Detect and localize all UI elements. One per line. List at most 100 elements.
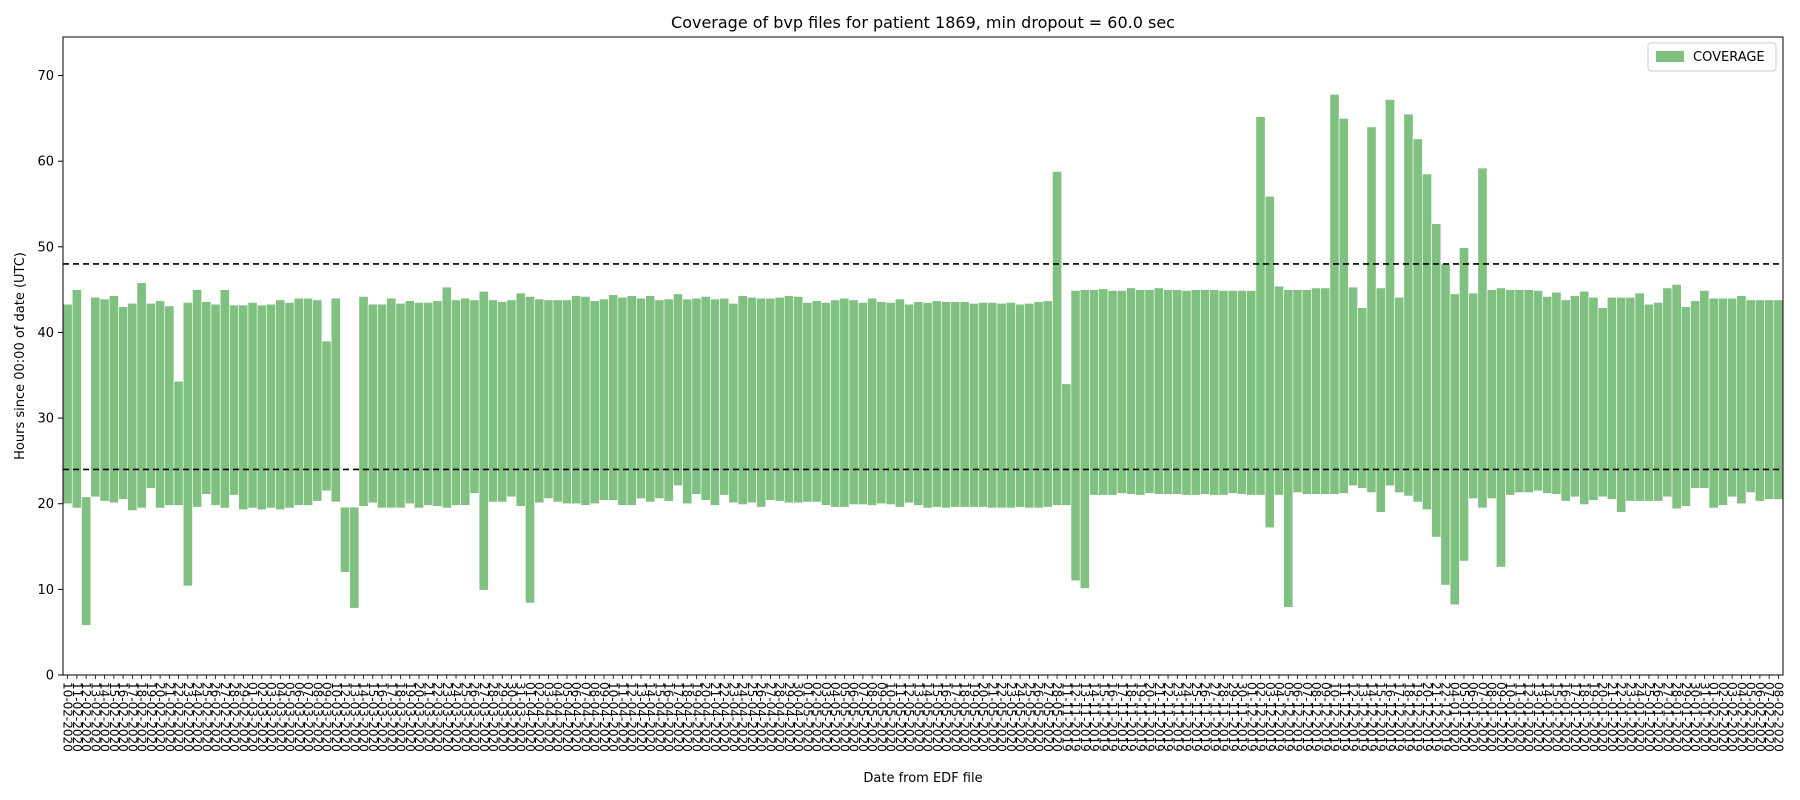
x-axis: 10-02-202011-02-202012-02-202013-02-2020… (61, 675, 1785, 752)
x-tick-label: 15-05-2020 (930, 682, 944, 752)
x-tick-label: 18-03-2020 (394, 682, 408, 752)
coverage-bar (1079, 289, 1090, 589)
x-tick-label: 31-03-2020 (514, 682, 528, 752)
coverage-bar (1246, 290, 1257, 496)
x-tick-label: 28-02-2020 (227, 682, 241, 752)
x-tick-label: 15-04-2020 (652, 682, 666, 752)
x-tick-label: 14-05-2020 (921, 682, 935, 752)
x-tick-label: 15-02-2020 (107, 682, 121, 752)
y-tick-label: 50 (37, 240, 54, 255)
coverage-bar (386, 297, 397, 509)
coverage-bar (1699, 290, 1710, 489)
coverage-bar (423, 302, 434, 506)
coverage-bar (931, 300, 942, 508)
x-tick-label: 17-11-2019 (1115, 682, 1129, 752)
coverage-bar (1717, 297, 1728, 506)
y-tick-label: 40 (37, 326, 54, 341)
coverage-bar (1311, 287, 1321, 495)
x-tick-label: 07-12-2019 (1300, 682, 1314, 752)
x-tick-label: 26-11-2019 (1198, 682, 1212, 752)
x-tick-label: 15-11-2019 (1096, 682, 1110, 752)
coverage-bar (793, 296, 804, 504)
x-tick-label: 22-01-2020 (1614, 682, 1628, 752)
coverage-bar (802, 302, 813, 503)
x-tick-label: 16-03-2020 (375, 682, 389, 752)
coverage-bar (673, 293, 683, 487)
x-tick-label: 12-04-2020 (625, 682, 639, 752)
coverage-bar (1754, 299, 1765, 502)
x-tick-label: 28-11-2019 (1217, 682, 1231, 752)
coverage-bar (1542, 296, 1553, 494)
coverage-bar (1061, 383, 1072, 506)
coverage-bar (1449, 293, 1460, 606)
coverage-bar (506, 299, 517, 498)
coverage-bar (1431, 223, 1442, 538)
x-tick-label: 21-02-2020 (162, 682, 176, 752)
x-tick-label: 31-01-2020 (1697, 682, 1711, 752)
x-tick-label: 05-03-2020 (283, 682, 297, 752)
x-tick-label: 14-11-2019 (1087, 682, 1101, 752)
x-tick-label: 25-01-2020 (1642, 682, 1656, 752)
coverage-bar (1255, 116, 1266, 496)
x-tick-label: 10-05-2020 (884, 682, 898, 752)
coverage-bar (275, 299, 286, 511)
coverage-bar (1560, 299, 1571, 502)
coverage-bar (1153, 287, 1164, 495)
x-tick-label: 24-02-2020 (190, 682, 204, 752)
coverage-bar (626, 295, 637, 506)
x-tick-label: 09-12-2019 (1318, 682, 1332, 752)
legend-entry-coverage: COVERAGE (1693, 50, 1765, 65)
x-tick-label: 09-05-2020 (874, 682, 888, 752)
coverage-bar (728, 303, 739, 504)
x-tick-label: 27-03-2020 (477, 682, 491, 752)
x-tick-label: 02-05-2020 (810, 682, 824, 752)
coverage-bar (155, 300, 166, 509)
coverage-bar (1033, 301, 1044, 509)
coverage-bar (894, 298, 905, 508)
x-tick-label: 14-03-2020 (357, 682, 371, 752)
coverage-bar (127, 303, 138, 511)
x-tick-label: 05-05-2020 (837, 682, 851, 752)
x-tick-label: 04-02-2020 (1734, 682, 1748, 752)
x-tick-label: 19-02-2020 (144, 682, 158, 752)
x-tick-label: 14-01-2020 (1540, 682, 1554, 752)
x-tick-label: 16-11-2019 (1106, 682, 1120, 752)
x-tick-label: 16-12-2019 (1383, 682, 1397, 752)
x-tick-label: 29-03-2020 (495, 682, 509, 752)
coverage-bar (1116, 290, 1127, 494)
x-tick-label: 09-01-2020 (1494, 682, 1508, 752)
coverage-bar (913, 301, 924, 506)
y-tick-label: 60 (37, 155, 54, 170)
x-axis-label: Date from EDF file (863, 771, 982, 786)
x-tick-label: 11-02-2020 (70, 682, 84, 752)
coverage-bar (1523, 289, 1534, 493)
x-tick-label: 04-04-2020 (551, 682, 565, 752)
x-tick-label: 23-04-2020 (726, 682, 740, 752)
x-tick-label: 29-01-2020 (1679, 682, 1693, 752)
coverage-bar (367, 303, 378, 504)
x-tick-label: 21-04-2020 (708, 682, 722, 752)
x-tick-label: 22-03-2020 (431, 682, 445, 752)
x-tick-label: 29-04-2020 (782, 682, 796, 752)
x-tick-label: 10-01-2020 (1503, 682, 1517, 752)
x-tick-label: 04-03-2020 (273, 682, 287, 752)
coverage-bar (247, 302, 258, 509)
coverage-bar (1052, 171, 1063, 506)
x-tick-label: 20-11-2019 (1143, 682, 1157, 752)
coverage-bar (1005, 302, 1016, 509)
coverage-bar (1745, 299, 1756, 493)
x-tick-label: 08-12-2019 (1309, 682, 1323, 752)
x-tick-label: 21-11-2019 (1152, 682, 1166, 752)
x-tick-label: 12-02-2020 (79, 682, 93, 752)
coverage-bar (1089, 289, 1099, 496)
x-tick-label: 13-01-2020 (1531, 682, 1545, 752)
x-tick-label: 17-05-2020 (948, 682, 962, 752)
coverage-bar (1385, 99, 1395, 487)
coverage-bar (1468, 292, 1479, 499)
coverage-bar (1163, 289, 1173, 495)
x-tick-label: 16-05-2020 (939, 682, 953, 752)
x-tick-label: 02-12-2019 (1254, 682, 1268, 752)
x-tick-label: 27-05-2020 (1041, 682, 1055, 752)
coverage-bar (1209, 289, 1220, 496)
